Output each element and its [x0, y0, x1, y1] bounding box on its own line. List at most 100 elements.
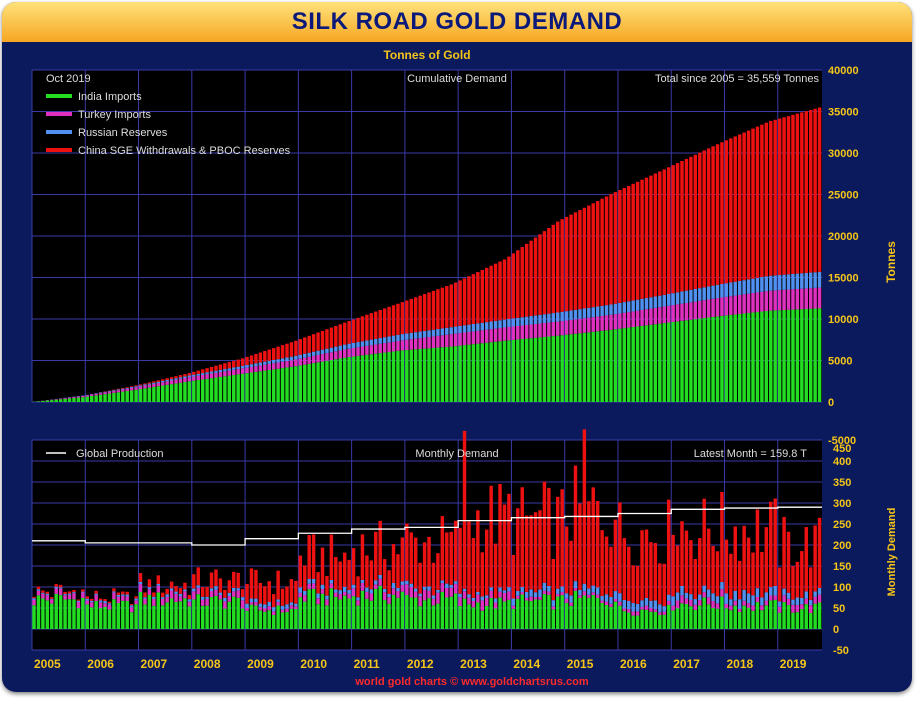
cumulative-bar-turkey: [516, 325, 520, 340]
cumulative-bar-india: [658, 323, 662, 402]
cumulative-bar-turkey: [209, 373, 214, 379]
monthly-bar-china: [702, 498, 706, 586]
cumulative-bar-india: [520, 339, 524, 402]
monthly-bar-turkey: [387, 597, 391, 604]
monthly-bar-russia: [374, 580, 378, 585]
cumulative-bar-turkey: [764, 291, 769, 312]
cumulative-bar-turkey: [200, 374, 205, 380]
monthly-bar-turkey: [631, 611, 635, 616]
cumulative-bar-turkey: [134, 387, 138, 390]
cumulative-bar-india: [356, 355, 360, 402]
cumulative-bar-russian: [365, 340, 369, 346]
monthly-bar-india: [467, 604, 471, 629]
cumulative-bar-china: [680, 160, 684, 292]
monthly-bar-china: [365, 555, 369, 588]
monthly-bar-china: [782, 516, 786, 589]
cumulative-bar-turkey: [742, 294, 746, 314]
cumulative-bar-india: [214, 377, 218, 402]
monthly-bar-turkey: [746, 603, 751, 608]
monthly-bar-russia: [422, 586, 427, 590]
monthly-bar-china: [263, 586, 267, 605]
monthly-bar-russia: [484, 595, 489, 599]
monthly-bar-russia: [316, 593, 320, 599]
monthly-bar-india: [98, 608, 103, 629]
monthly-bar-turkey: [666, 600, 671, 605]
x-tick-label: 2012: [407, 657, 434, 671]
monthly-bar-india: [600, 603, 604, 629]
cumulative-bar-turkey: [702, 300, 706, 319]
monthly-axis-title: Monthly Demand: [886, 508, 898, 597]
monthly-bar-russia: [161, 597, 165, 599]
monthly-bar-china: [529, 515, 533, 590]
cumulative-bar-russian: [187, 375, 192, 378]
cumulative-bar-india: [737, 313, 742, 402]
cumulative-bar-china: [644, 177, 649, 299]
monthly-bar-china: [183, 582, 187, 590]
monthly-bar-russia: [760, 597, 764, 606]
cumulative-bar-india: [67, 398, 72, 402]
cumulative-bar-china: [156, 380, 161, 382]
cumulative-bar-russian: [538, 314, 542, 324]
cumulative-bar-turkey: [533, 324, 538, 338]
monthly-bar-turkey: [524, 597, 529, 601]
cumulative-bar-russian: [737, 280, 742, 295]
monthly-bar-turkey: [777, 606, 782, 613]
cumulative-bar-china: [720, 142, 724, 285]
monthly-bar-india: [116, 602, 121, 629]
cumulative-bar-russian: [236, 366, 240, 370]
cumulative-bar-turkey: [245, 367, 249, 374]
monthly-bar-india: [760, 610, 764, 629]
cumulative-bar-russian: [116, 389, 121, 391]
cumulative-bar-turkey: [746, 293, 751, 313]
monthly-bar-turkey: [152, 598, 156, 606]
monthly-bar-china: [706, 528, 711, 590]
monthly-bar-china: [107, 601, 112, 604]
monthly-bar-china: [240, 589, 245, 598]
cumulative-bar-turkey: [689, 302, 693, 320]
monthly-bar-turkey: [484, 598, 489, 606]
monthly-bar-china: [103, 599, 107, 602]
cumulative-bar-russian: [356, 342, 360, 348]
cumulative-bar-russian: [183, 376, 187, 379]
x-tick-label: 2011: [354, 657, 380, 671]
monthly-bar-russia: [263, 604, 267, 609]
monthly-bar-india: [453, 593, 458, 629]
monthly-bar-india: [556, 596, 560, 629]
monthly-bar-russia: [591, 585, 595, 593]
monthly-bar-turkey: [480, 600, 484, 611]
cumulative-bar-turkey: [520, 325, 524, 340]
monthly-bar-india: [804, 604, 808, 629]
cumulative-bar-china: [289, 342, 294, 357]
cumulative-bar-turkey: [138, 386, 143, 390]
monthly-bar-india: [813, 603, 817, 629]
cumulative-bar-russian: [351, 342, 356, 348]
cumulative-bar-turkey: [458, 333, 462, 346]
cumulative-bar-china: [618, 190, 622, 303]
cumulative-bar-india: [169, 384, 174, 402]
cumulative-bar-russian: [467, 324, 471, 332]
cumulative-bar-turkey: [214, 372, 218, 378]
cumulative-bar-turkey: [609, 314, 613, 330]
monthly-bar-russia: [245, 603, 249, 608]
cumulative-bar-turkey: [427, 336, 431, 349]
cumulative-bar-turkey: [85, 395, 89, 397]
monthly-bar-india: [684, 604, 689, 629]
monthly-bar-china: [147, 579, 152, 588]
cumulative-bar-turkey: [107, 391, 112, 394]
monthly-bar-india: [356, 605, 360, 629]
monthly-panel-label: Monthly Demand: [415, 448, 498, 460]
monthly-bar-turkey: [405, 584, 409, 595]
monthly-bar-india: [200, 605, 205, 629]
monthly-bar-russia: [533, 592, 538, 598]
monthly-bar-turkey: [289, 605, 294, 609]
cumulative-bar-turkey: [635, 310, 640, 327]
cumulative-bar-china: [400, 302, 405, 335]
monthly-bar-turkey: [249, 602, 254, 605]
cumulative-bar-turkey: [289, 360, 294, 367]
monthly-bar-turkey: [187, 601, 192, 607]
monthly-bar-turkey: [183, 591, 187, 599]
cumulative-bar-india: [675, 321, 680, 402]
monthly-bar-china: [720, 491, 724, 583]
cumulative-bar-india: [635, 326, 640, 402]
cumulative-bar-turkey: [391, 341, 396, 352]
